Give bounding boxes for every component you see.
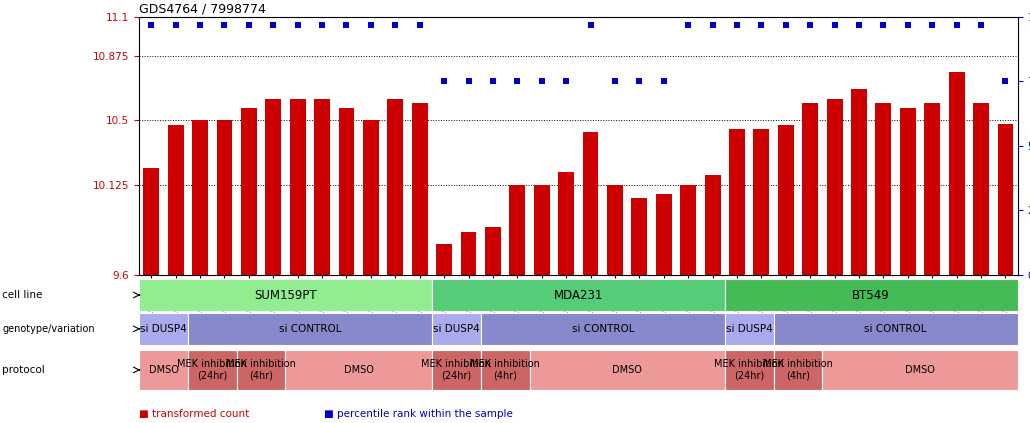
Bar [729,129,745,275]
Bar [705,175,721,275]
Bar [876,103,891,275]
Text: BT549: BT549 [853,288,890,302]
Text: MEK inhibition
(24hr): MEK inhibition (24hr) [421,359,491,381]
Bar [827,99,843,275]
Text: MEK inhibition
(24hr): MEK inhibition (24hr) [714,359,784,381]
Bar [193,120,208,275]
Bar [973,103,989,275]
Bar [412,103,427,275]
Bar [485,227,501,275]
Bar [241,108,256,275]
Bar [432,350,481,390]
Bar [607,186,623,275]
Text: MEK inhibition
(4hr): MEK inhibition (4hr) [470,359,540,381]
Text: DMSO: DMSO [148,365,178,375]
Text: si DUSP4: si DUSP4 [726,324,772,334]
Bar [481,350,529,390]
Bar [460,232,477,275]
Bar [432,313,481,345]
Bar [802,103,818,275]
Text: SUM159PT: SUM159PT [254,288,317,302]
Text: genotype/variation: genotype/variation [2,324,95,334]
Bar [631,198,647,275]
Text: ■ percentile rank within the sample: ■ percentile rank within the sample [324,409,513,419]
Bar [168,125,183,275]
Bar [583,132,598,275]
Bar [139,350,187,390]
Bar [143,168,160,275]
Bar [680,186,696,275]
Text: si CONTROL: si CONTROL [572,324,634,334]
Text: si DUSP4: si DUSP4 [433,324,480,334]
Bar [481,313,725,345]
Text: MEK inhibition
(4hr): MEK inhibition (4hr) [227,359,296,381]
Bar [339,108,354,275]
Bar [949,72,964,275]
Bar [656,194,672,275]
Bar [363,120,379,275]
Bar [997,124,1014,275]
Bar [187,350,237,390]
Text: si CONTROL: si CONTROL [279,324,341,334]
Text: DMSO: DMSO [612,365,642,375]
Text: DMSO: DMSO [905,365,935,375]
Bar [725,313,774,345]
Bar [237,350,285,390]
Bar [139,279,432,311]
Text: protocol: protocol [2,365,45,375]
Bar [725,279,1018,311]
Bar [900,108,916,275]
Bar [778,125,794,275]
Bar [266,99,281,275]
Text: GDS4764 / 7998774: GDS4764 / 7998774 [139,3,266,16]
Bar [774,313,1018,345]
Bar [216,120,233,275]
Text: cell line: cell line [2,290,42,300]
Bar [558,172,574,275]
Bar [289,99,306,275]
Bar [314,99,330,275]
Bar [187,313,432,345]
Bar [725,350,774,390]
Bar [387,99,403,275]
Bar [529,350,725,390]
Text: ■ transformed count: ■ transformed count [139,409,249,419]
Bar [924,103,940,275]
Text: si CONTROL: si CONTROL [864,324,927,334]
Bar [822,350,1018,390]
Bar [436,244,452,275]
Bar [754,129,769,275]
Bar [510,186,525,275]
Bar [534,186,550,275]
Bar [774,350,822,390]
Text: MDA231: MDA231 [554,288,603,302]
Text: MEK inhibition
(4hr): MEK inhibition (4hr) [763,359,833,381]
Text: MEK inhibition
(24hr): MEK inhibition (24hr) [177,359,247,381]
Text: si DUSP4: si DUSP4 [140,324,186,334]
Bar [285,350,432,390]
Text: DMSO: DMSO [344,365,374,375]
Bar [139,313,187,345]
Bar [432,279,725,311]
Bar [851,89,867,275]
